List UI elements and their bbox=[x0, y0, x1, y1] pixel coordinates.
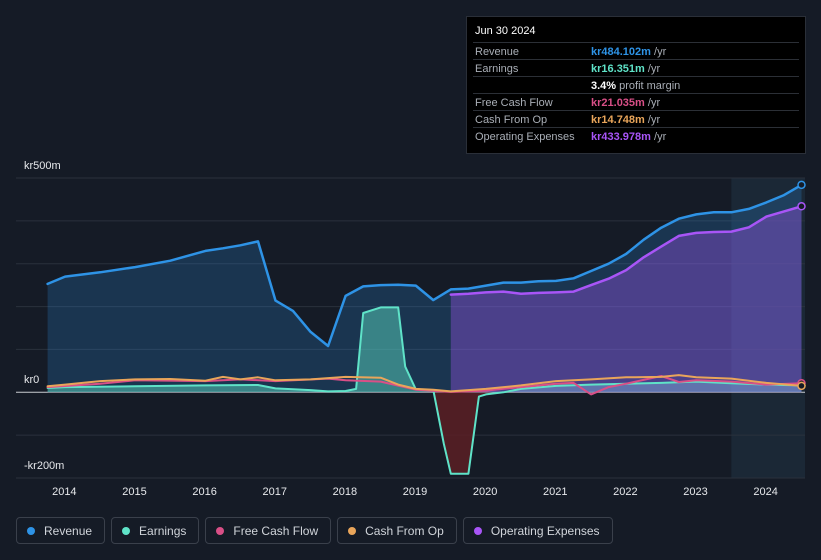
tooltip-row-label: Free Cash Flow bbox=[475, 97, 553, 109]
tooltip-row: Earnings kr16.351m /yr bbox=[473, 59, 799, 77]
legend-label: Cash From Op bbox=[365, 523, 444, 538]
x-tick-2016: 2016 bbox=[192, 486, 217, 498]
legend-dot-icon bbox=[348, 526, 357, 535]
revenue-end-point bbox=[797, 180, 806, 190]
revenue-line bbox=[46, 183, 803, 348]
legend-item-earnings[interactable]: Earnings bbox=[111, 517, 200, 544]
legend-dot-icon bbox=[122, 526, 131, 535]
legend-item-cash-from-op[interactable]: Cash From Op bbox=[337, 517, 457, 544]
legend-item-revenue[interactable]: Revenue bbox=[16, 517, 106, 544]
tooltip-row-value: 3.4% profit margin bbox=[591, 80, 681, 92]
x-tick-2022: 2022 bbox=[613, 486, 638, 498]
cash-from-op-line bbox=[46, 374, 803, 393]
tooltip-row: Cash From Op kr14.748m /yr bbox=[473, 110, 799, 128]
legend-label: Revenue bbox=[44, 523, 93, 538]
x-tick-2023: 2023 bbox=[683, 486, 708, 498]
tooltip-row: Free Cash Flow kr21.035m /yr bbox=[473, 93, 799, 111]
tooltip-row: Revenue kr484.102m /yr bbox=[473, 42, 799, 60]
tooltip-row-value: kr433.978m /yr bbox=[591, 131, 667, 143]
tooltip-row: 3.4% profit margin bbox=[473, 76, 799, 94]
legend-item-operating-expenses[interactable]: Operating Expenses bbox=[462, 517, 613, 544]
series-areas bbox=[47, 184, 802, 474]
series-endpoints bbox=[797, 180, 806, 391]
operating-expenses-end-point bbox=[797, 202, 806, 211]
x-tick-2017: 2017 bbox=[262, 486, 287, 498]
x-tick-2019: 2019 bbox=[402, 486, 428, 498]
y-label-bottom: -kr200m bbox=[24, 460, 65, 472]
x-tick-2018: 2018 bbox=[332, 486, 358, 498]
tooltip-row-value: kr21.035m /yr bbox=[591, 97, 661, 109]
tooltip-row-value: kr16.351m /yr bbox=[591, 63, 661, 75]
chart-area bbox=[16, 177, 806, 479]
free-cash-flow-line bbox=[46, 375, 803, 396]
y-label-zero: kr0 bbox=[24, 374, 40, 386]
legend-label: Free Cash Flow bbox=[233, 523, 319, 538]
x-tick-2015: 2015 bbox=[122, 486, 147, 498]
revenue-area bbox=[47, 184, 802, 393]
legend-label: Operating Expenses bbox=[490, 523, 600, 538]
series-lines bbox=[46, 183, 803, 475]
x-tick-2024: 2024 bbox=[753, 486, 778, 498]
y-label-top: kr500m bbox=[24, 160, 61, 172]
legend-dot-icon bbox=[473, 526, 482, 535]
tooltip-date: Jun 30 2024 bbox=[475, 25, 536, 37]
tooltip-row-label: Cash From Op bbox=[475, 114, 548, 126]
x-tick-2020: 2020 bbox=[472, 486, 498, 498]
data-tooltip: Jun 30 2024 Revenue kr484.102m /yr Earning… bbox=[466, 16, 806, 154]
tooltip-row-value: kr484.102m /yr bbox=[591, 46, 667, 58]
tooltip-row-label: Operating Expenses bbox=[475, 131, 575, 143]
x-tick-2021: 2021 bbox=[543, 486, 568, 498]
legend-dot-icon bbox=[216, 526, 225, 535]
tooltip-row-label: Revenue bbox=[475, 46, 520, 58]
operating-expenses-area bbox=[450, 206, 802, 393]
tooltip-row: Operating Expenses kr433.978m /yr bbox=[473, 127, 799, 145]
legend-item-free-cash-flow[interactable]: Free Cash Flow bbox=[205, 517, 332, 544]
tooltip-row-value: kr14.748m /yr bbox=[591, 114, 661, 126]
x-tick-2014: 2014 bbox=[52, 486, 77, 498]
legend-dot-icon bbox=[27, 526, 35, 535]
legend: Revenue Earnings Free Cash Flow Cash From O… bbox=[16, 517, 613, 545]
legend-label: Earnings bbox=[139, 523, 187, 538]
cash-from-op-end-point bbox=[797, 381, 806, 391]
tooltip-row-label: Earnings bbox=[475, 63, 519, 75]
operating-expenses-line bbox=[449, 205, 803, 296]
